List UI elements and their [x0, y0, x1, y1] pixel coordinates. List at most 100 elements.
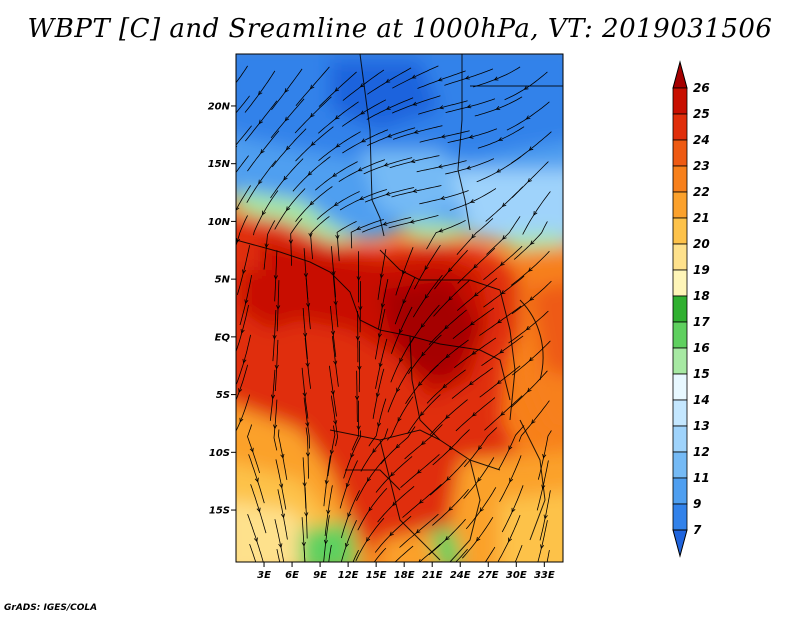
streamline-arrow	[496, 319, 502, 324]
streamline-arrow	[302, 482, 307, 488]
streamline	[454, 337, 497, 369]
streamline	[377, 249, 387, 300]
streamline	[366, 97, 414, 120]
streamline	[356, 370, 358, 423]
streamline	[377, 485, 415, 523]
streamline	[400, 454, 440, 489]
streamline-arrow	[280, 453, 285, 459]
streamline-arrow	[360, 138, 366, 143]
streamline-arrow	[447, 267, 453, 273]
streamline-arrow	[385, 78, 391, 83]
y-tick-label: EQ	[215, 332, 231, 343]
streamline-arrow	[440, 134, 446, 139]
streamline	[484, 546, 496, 562]
streamline-arrow	[309, 200, 315, 206]
streamline	[479, 305, 522, 336]
x-tick-label: 3E	[257, 570, 271, 581]
streamline	[294, 96, 332, 134]
colorbar-segment	[672, 165, 688, 193]
streamline-arrow	[389, 531, 394, 537]
streamline	[510, 250, 550, 286]
streamline	[483, 275, 525, 308]
colorbar-segment	[672, 113, 688, 141]
streamline-arrow	[333, 300, 338, 306]
streamline-arrow	[309, 84, 315, 90]
streamline	[270, 98, 305, 139]
streamline	[355, 517, 385, 561]
colorbar-segment	[672, 139, 688, 167]
streamline-arrow	[527, 267, 533, 272]
streamline	[399, 513, 439, 548]
streamline-arrow	[411, 74, 417, 79]
streamline	[433, 279, 470, 317]
streamline-arrow	[264, 243, 269, 249]
streamline	[375, 456, 413, 493]
streamline-arrow	[350, 453, 355, 459]
streamline	[418, 543, 441, 562]
colorbar-label: 21	[693, 211, 710, 225]
streamline	[351, 400, 359, 451]
colorbar-segment	[672, 477, 688, 505]
streamline	[413, 244, 441, 290]
colorbar-segment	[672, 321, 688, 349]
streamline	[432, 429, 470, 466]
streamline-arrow	[272, 334, 277, 340]
streamline	[497, 515, 521, 562]
streamline-arrow	[500, 411, 505, 416]
y-axis: 15S 10S 5S EQ 5N 10N 15N 20N	[208, 101, 236, 517]
streamline-arrow	[469, 199, 475, 203]
streamline	[451, 367, 494, 399]
streamline-arrow	[413, 129, 419, 134]
streamline	[419, 130, 470, 143]
streamline	[301, 367, 309, 419]
streamline	[445, 158, 495, 175]
streamline-arrow	[304, 512, 309, 518]
streamline	[418, 100, 468, 115]
streamline	[537, 430, 552, 480]
streamline	[417, 70, 466, 89]
colorbar-segment	[672, 269, 688, 297]
streamlines-layer	[236, 65, 552, 562]
streamline-arrow	[308, 232, 313, 238]
streamline-arrow	[508, 445, 513, 451]
streamline-arrow	[382, 221, 388, 226]
streamline	[330, 305, 337, 357]
streamline-arrow	[372, 448, 377, 454]
streamline	[247, 424, 261, 474]
streamline-arrow	[285, 145, 291, 151]
colorbar-segment	[672, 373, 688, 401]
streamline-arrow	[418, 559, 423, 562]
streamline	[295, 186, 333, 222]
colorbar-label: 20	[693, 237, 710, 251]
streamline-arrow	[310, 141, 316, 146]
streamline-arrow	[438, 228, 444, 233]
streamline-arrow	[306, 302, 311, 308]
streamline	[457, 277, 498, 311]
y-tick-label: 15N	[208, 159, 231, 170]
streamline-arrow	[333, 360, 338, 366]
streamline	[318, 71, 357, 107]
streamline	[236, 95, 250, 114]
streamline-arrow	[305, 422, 310, 428]
colorbar-label: 13	[693, 419, 710, 433]
streamline	[368, 398, 387, 447]
streamline-arrow	[305, 362, 310, 368]
colorbar-label: 15	[693, 367, 710, 381]
streamline	[374, 515, 412, 553]
streamline	[501, 485, 524, 533]
streamline	[292, 156, 331, 192]
streamline	[395, 247, 414, 296]
streamline-arrow	[359, 110, 365, 115]
streamline-arrow	[471, 350, 477, 355]
streamline	[246, 160, 277, 203]
streamline-arrow	[276, 305, 281, 310]
streamline-arrow	[356, 425, 361, 431]
colorbar-label: 18	[693, 289, 710, 303]
streamline-arrow	[508, 537, 512, 543]
streamline-arrow	[540, 544, 545, 550]
wbpt-field	[236, 54, 563, 562]
streamline-arrow	[256, 507, 261, 513]
streamline-arrow	[424, 294, 429, 300]
streamline	[486, 216, 521, 255]
streamline-arrow	[496, 379, 502, 385]
